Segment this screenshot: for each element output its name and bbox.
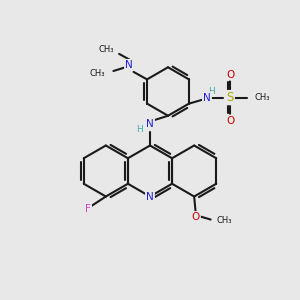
Text: CH₃: CH₃ xyxy=(98,45,114,54)
Text: F: F xyxy=(85,204,91,214)
Text: N: N xyxy=(146,118,154,129)
Text: N: N xyxy=(146,191,154,202)
Text: O: O xyxy=(191,212,200,222)
Text: N: N xyxy=(203,93,211,103)
Text: O: O xyxy=(226,116,234,126)
Text: S: S xyxy=(226,91,234,104)
Text: CH₃: CH₃ xyxy=(255,93,271,102)
Text: H: H xyxy=(208,87,215,96)
Text: O: O xyxy=(226,70,234,80)
Text: N: N xyxy=(125,60,133,70)
Text: H: H xyxy=(136,124,143,134)
Text: CH₃: CH₃ xyxy=(89,69,105,78)
Text: CH₃: CH₃ xyxy=(217,216,232,225)
